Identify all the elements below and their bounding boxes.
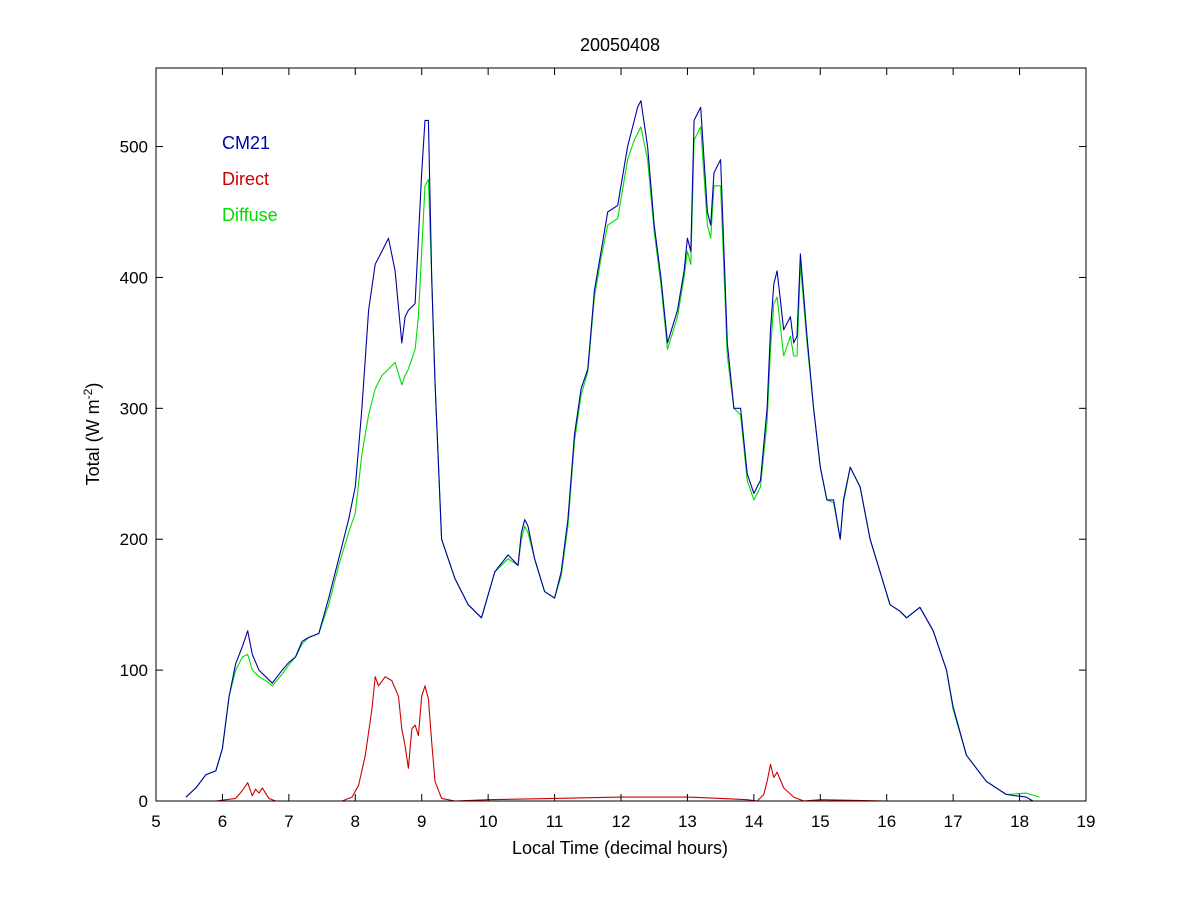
chart-title: 20050408 xyxy=(580,35,660,55)
x-tick-label: 5 xyxy=(151,812,160,831)
x-axis-title: Local Time (decimal hours) xyxy=(512,838,728,858)
y-axis-ticks: 0 100 200 300 400 500 xyxy=(120,138,1086,811)
y-tick-label: 300 xyxy=(120,399,148,418)
y-axis-title-superscript: -2 xyxy=(81,388,95,399)
y-tick-label: 500 xyxy=(120,138,148,157)
legend-entry-diffuse: Diffuse xyxy=(222,205,278,225)
x-tick-label: 9 xyxy=(417,812,426,831)
x-tick-label: 17 xyxy=(944,812,963,831)
x-tick-label: 19 xyxy=(1077,812,1096,831)
x-tick-label: 18 xyxy=(1010,812,1029,831)
x-tick-label: 10 xyxy=(479,812,498,831)
legend-entry-direct: Direct xyxy=(222,169,269,189)
series-line-cm21 xyxy=(185,100,1034,802)
y-axis-title-main: Total (W m xyxy=(83,399,103,485)
x-tick-label: 12 xyxy=(612,812,631,831)
series-line-direct xyxy=(202,676,927,802)
y-tick-label: 0 xyxy=(139,792,148,811)
y-axis-title: Total (W m-2) xyxy=(81,383,103,486)
y-tick-label: 400 xyxy=(120,268,148,287)
legend: CM21 Direct Diffuse xyxy=(222,133,278,225)
y-tick-label: 100 xyxy=(120,661,148,680)
x-tick-label: 15 xyxy=(811,812,830,831)
plot-lines xyxy=(185,100,1040,802)
y-tick-label: 200 xyxy=(120,530,148,549)
x-tick-label: 16 xyxy=(877,812,896,831)
x-tick-label: 6 xyxy=(218,812,227,831)
x-tick-label: 13 xyxy=(678,812,697,831)
x-tick-label: 8 xyxy=(351,812,360,831)
x-tick-label: 14 xyxy=(744,812,763,831)
x-tick-label: 11 xyxy=(546,812,564,831)
x-axis-ticks: 5 6 7 8 9 10 11 12 13 14 15 16 17 18 19 xyxy=(151,68,1095,831)
legend-entry-cm21: CM21 xyxy=(222,133,270,153)
x-tick-label: 7 xyxy=(284,812,293,831)
y-axis-title-suffix: ) xyxy=(83,383,103,389)
